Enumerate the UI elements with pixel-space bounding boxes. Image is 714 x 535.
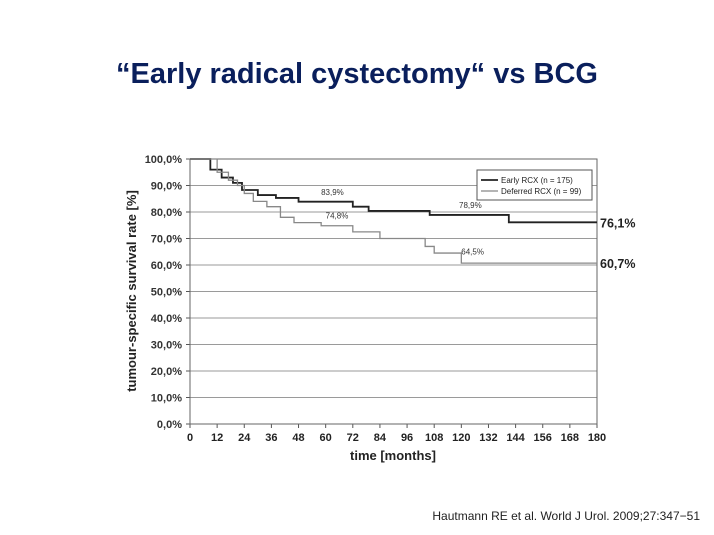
x-tick-label: 24	[238, 432, 251, 444]
x-tick-label: 108	[425, 432, 443, 444]
legend-label: Deferred RCX (n = 99)	[501, 187, 582, 196]
y-axis-label: tumour-specific survival rate [%]	[124, 190, 139, 392]
y-tick-label: 10,0%	[151, 393, 182, 405]
legend-label: Early RCX (n = 175)	[501, 176, 573, 185]
y-tick-label: 30,0%	[151, 340, 182, 352]
x-tick-label: 144	[506, 432, 525, 444]
x-tick-label: 156	[534, 432, 552, 444]
end-value-label: 60,7%	[600, 257, 635, 271]
x-tick-label: 168	[561, 432, 579, 444]
y-tick-label: 90,0%	[151, 181, 182, 193]
x-tick-label: 0	[187, 432, 193, 444]
plot-area	[189, 158, 598, 425]
y-tick-label: 50,0%	[151, 287, 182, 299]
x-tick-label: 12	[211, 432, 223, 444]
series-line-early-rcx	[190, 158, 597, 224]
y-tick-label: 20,0%	[151, 366, 182, 378]
data-annotation: 74,8%	[326, 212, 349, 221]
slide-title: “Early radical cystectomy“ vs BCG	[116, 58, 598, 90]
x-tick-label: 36	[265, 432, 277, 444]
citation: Hautmann RE et al. World J Urol. 2009;27…	[432, 509, 700, 523]
series-line-deferred-rcx	[190, 158, 597, 264]
x-tick-label: 96	[401, 432, 413, 444]
x-tick-label: 120	[452, 432, 470, 444]
x-tick-label: 60	[320, 432, 332, 444]
x-tick-label: 180	[588, 432, 606, 444]
data-annotation: 78,9%	[459, 201, 482, 210]
x-tick-label: 48	[292, 432, 304, 444]
x-tick-label: 84	[374, 432, 387, 444]
end-value-label: 76,1%	[600, 216, 635, 230]
y-tick-label: 40,0%	[151, 313, 182, 325]
y-tick-label: 60,0%	[151, 260, 182, 272]
y-tick-label: 80,0%	[151, 207, 182, 219]
x-tick-label: 132	[479, 432, 497, 444]
y-tick-label: 70,0%	[151, 234, 182, 246]
y-tick-label: 100,0%	[145, 154, 183, 166]
y-tick-label: 0,0%	[157, 419, 182, 431]
x-tick-label: 72	[347, 432, 359, 444]
data-annotation: 64,5%	[461, 247, 484, 256]
legend	[476, 169, 593, 201]
x-axis-label: time [months]	[350, 448, 436, 463]
data-annotation: 83,9%	[321, 188, 344, 197]
